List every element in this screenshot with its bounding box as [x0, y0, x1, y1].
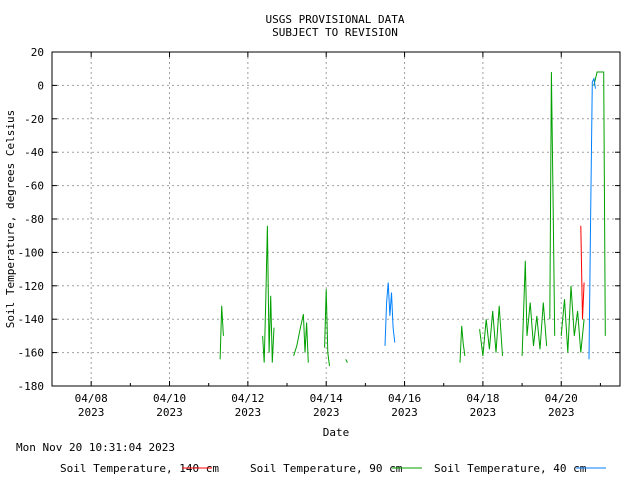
- y-tick-label: 0: [37, 79, 44, 92]
- x-tick-label: 2023: [78, 406, 105, 419]
- x-tick-label: 2023: [470, 406, 497, 419]
- series-line: [580, 225, 585, 320]
- x-axis: 04/08202304/10202304/12202304/14202304/1…: [51, 52, 601, 419]
- y-tick-label: -60: [24, 180, 44, 193]
- y-tick-label: -160: [18, 347, 45, 360]
- series-line: [549, 71, 556, 336]
- legend-label: Soil Temperature, 140 cm: [60, 462, 219, 475]
- series-line: [219, 305, 224, 360]
- legend: Soil Temperature, 140 cm Soil Temperature…: [60, 462, 606, 475]
- grid-lines: [52, 52, 620, 386]
- y-axis-label: Soil Temperature, degrees Celsius: [4, 110, 17, 329]
- series-line: [560, 285, 585, 353]
- chart-title: USGS PROVISIONAL DATA: [265, 13, 404, 26]
- x-tick-label: 04/16: [388, 392, 421, 405]
- series-line: [459, 325, 466, 363]
- x-axis-label: Date: [323, 426, 350, 439]
- y-tick-label: -180: [18, 380, 45, 393]
- y-tick-label: -120: [18, 280, 45, 293]
- chart-subtitle: SUBJECT TO REVISION: [272, 26, 398, 39]
- series-line: [262, 225, 275, 363]
- x-tick-label: 2023: [235, 406, 262, 419]
- series-line: [324, 289, 330, 367]
- x-tick-label: 2023: [548, 406, 575, 419]
- y-tick-label: -100: [18, 246, 45, 259]
- x-tick-label: 2023: [313, 406, 340, 419]
- timestamp: Mon Nov 20 10:31:04 2023: [16, 441, 175, 454]
- series-line: [521, 260, 548, 356]
- legend-label: Soil Temperature, 40 cm: [434, 462, 587, 475]
- y-tick-label: -140: [18, 313, 45, 326]
- x-tick-label: 04/14: [310, 392, 343, 405]
- series-line: [293, 314, 309, 363]
- series-line: [593, 71, 606, 336]
- series-layer: [219, 71, 606, 367]
- y-tick-label: -20: [24, 113, 44, 126]
- y-tick-label: 20: [31, 46, 44, 59]
- x-tick-label: 2023: [391, 406, 418, 419]
- x-tick-label: 04/10: [153, 392, 186, 405]
- x-tick-label: 04/18: [466, 392, 499, 405]
- x-tick-label: 04/20: [545, 392, 578, 405]
- series-line: [345, 359, 348, 363]
- x-tick-label: 04/12: [231, 392, 264, 405]
- series-line: [479, 305, 503, 356]
- y-tick-label: -80: [24, 213, 44, 226]
- y-tick-label: -40: [24, 146, 44, 159]
- x-tick-label: 04/08: [75, 392, 108, 405]
- legend-label: Soil Temperature, 90 cm: [250, 462, 403, 475]
- series-line: [588, 77, 596, 360]
- x-tick-label: 2023: [156, 406, 183, 419]
- y-axis: 20 0 -20 -40 -60 -80 -100 -120 -140 -160 -180: [18, 46, 620, 393]
- series-line: [384, 282, 396, 346]
